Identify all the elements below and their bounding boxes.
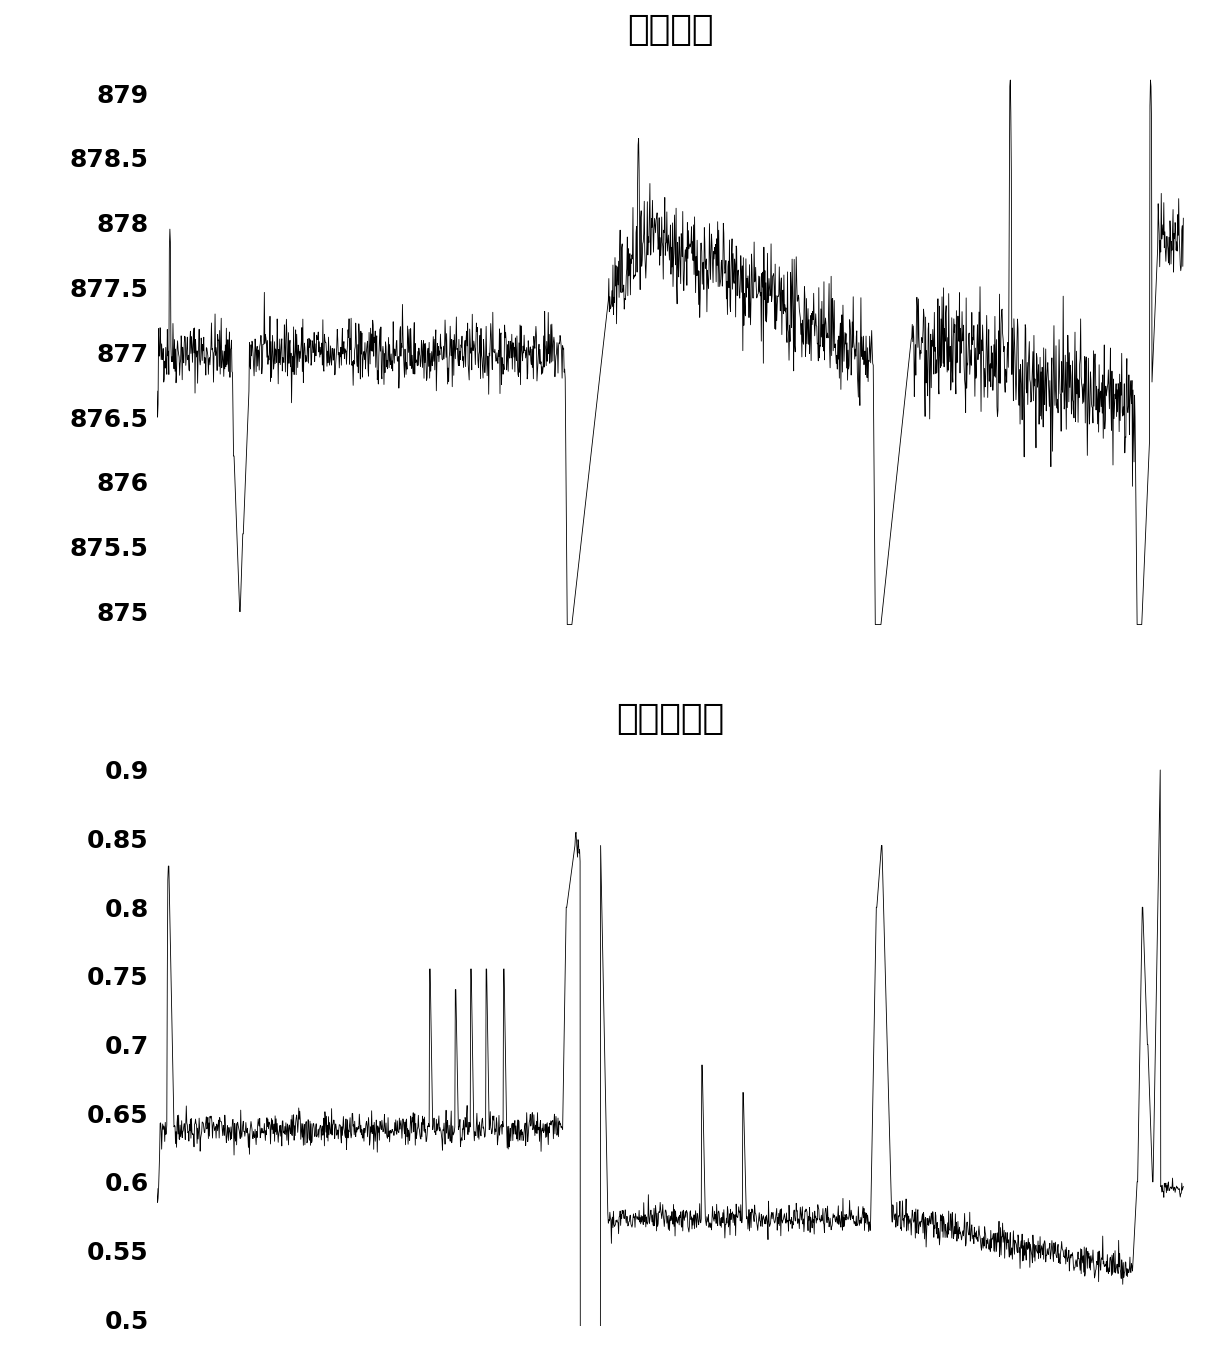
- Title: 干油密度: 干油密度: [627, 14, 714, 47]
- Title: 原始含水率: 原始含水率: [616, 702, 725, 736]
